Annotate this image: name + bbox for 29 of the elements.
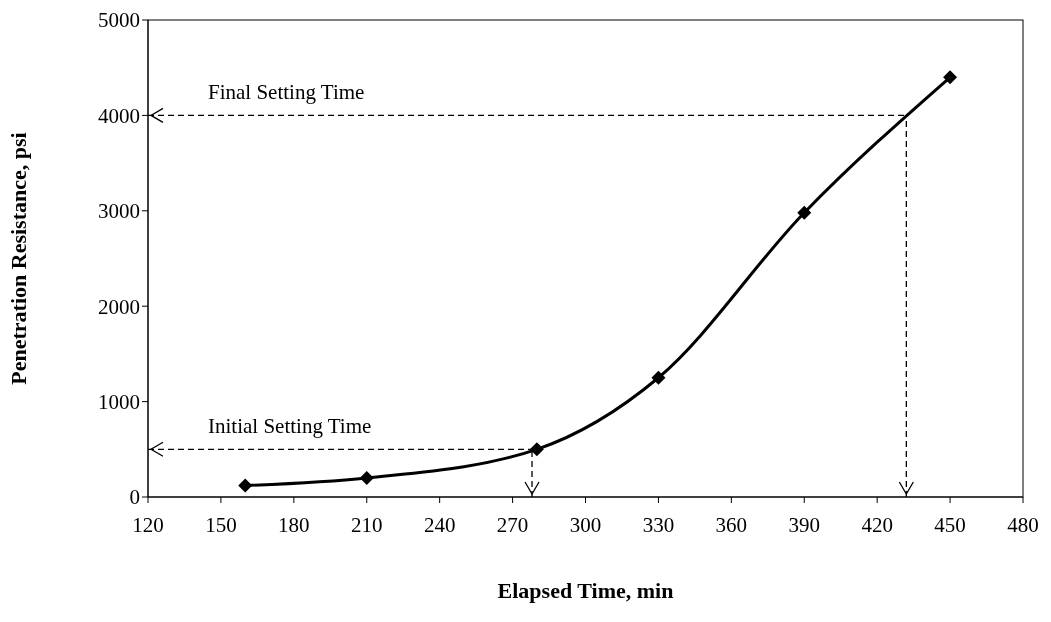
- y-tick-label: 1000: [98, 390, 140, 415]
- y-tick-label: 5000: [98, 8, 140, 33]
- x-tick-label: 480: [1007, 512, 1039, 537]
- y-tick-label: 2000: [98, 294, 140, 319]
- y-axis-title: Penetration Resistance, psi: [5, 132, 31, 385]
- point: [943, 70, 958, 85]
- point: [529, 442, 544, 457]
- x-tick-label: 420: [861, 512, 893, 537]
- x-tick-label: 330: [642, 512, 675, 537]
- point: [238, 478, 253, 493]
- x-tick-label: 120: [132, 512, 164, 537]
- x-tick-label: 270: [496, 512, 529, 537]
- y-tick-label: 0: [129, 485, 140, 510]
- x-tick-label: 180: [278, 512, 310, 537]
- ref-line-label: Initial Setting Time: [208, 414, 372, 439]
- x-tick-label: 150: [205, 512, 237, 537]
- y-tick-label: 3000: [98, 199, 140, 224]
- ref-line-label: Final Setting Time: [208, 80, 365, 105]
- x-tick-label: 360: [715, 512, 748, 537]
- x-tick-label: 210: [351, 512, 383, 537]
- point: [651, 370, 666, 385]
- x-tick-label: 240: [423, 512, 456, 537]
- x-axis-title: Elapsed Time, min: [497, 578, 674, 603]
- x-tick-label: 390: [788, 512, 820, 537]
- point: [797, 205, 812, 220]
- point: [359, 470, 374, 485]
- y-tick-label: 4000: [98, 103, 140, 128]
- x-tick-label: 300: [569, 512, 602, 537]
- x-tick-label: 450: [934, 512, 966, 537]
